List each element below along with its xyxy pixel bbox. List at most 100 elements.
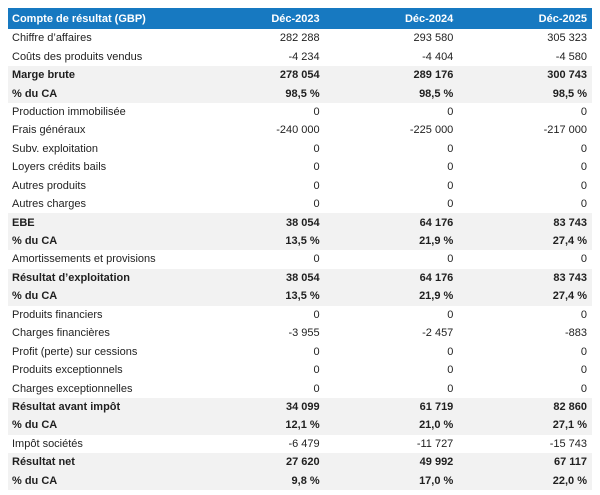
- row-label: Produits exceptionnels: [12, 364, 123, 377]
- row-label: Loyers crédits bails: [12, 161, 107, 174]
- table-header-row: Compte de résultat (GBP) Déc-2023 Déc-20…: [8, 8, 592, 29]
- row-value: 293 580: [413, 32, 454, 45]
- row-value: -4 404: [422, 50, 454, 63]
- row-value: 0: [447, 198, 454, 211]
- row-label: Amortissements et provisions: [12, 253, 156, 266]
- table-row: EBE 38 054 64 176 83 743: [8, 213, 592, 232]
- table-title: Compte de résultat (GBP): [8, 8, 191, 29]
- row-value: 0: [580, 161, 587, 174]
- table-row: Subv. exploitation 0 0 0: [8, 140, 592, 158]
- row-value: 0: [447, 179, 454, 192]
- row-label: % du CA: [12, 87, 58, 100]
- row-value: -4 234: [288, 50, 320, 63]
- row-value: -2 457: [422, 327, 454, 340]
- row-label: Frais généraux: [12, 124, 86, 137]
- table-row: Amortissements et provisions 0 0 0: [8, 250, 592, 268]
- row-value: -4 580: [555, 50, 587, 63]
- row-value: 0: [447, 308, 454, 321]
- row-label: Charges exceptionnelles: [12, 382, 133, 395]
- row-value: 0: [313, 345, 320, 358]
- row-value: -225 000: [409, 124, 454, 137]
- row-value: 98,5 %: [285, 87, 320, 100]
- column-header-dec-2024: Déc-2024: [324, 8, 459, 29]
- row-value: 278 054: [279, 69, 320, 82]
- row-label: Impôt sociétés: [12, 437, 83, 450]
- table-row: Loyers crédits bails 0 0 0: [8, 158, 592, 176]
- row-value: 21,0 %: [419, 419, 454, 432]
- table-row: % du CA 13,5 % 21,9 % 27,4 %: [8, 287, 592, 306]
- row-value: 0: [313, 161, 320, 174]
- row-value: 64 176: [419, 216, 454, 229]
- table-row: % du CA 98,5 % 98,5 % 98,5 %: [8, 84, 592, 103]
- row-value: 98,5 %: [419, 87, 454, 100]
- row-value: 0: [580, 179, 587, 192]
- table-row: Coûts des produits vendus -4 234 -4 404 -4 …: [8, 47, 592, 65]
- row-value: 0: [447, 253, 454, 266]
- row-label: Résultat d’exploitation: [12, 271, 130, 284]
- row-value: 0: [580, 198, 587, 211]
- row-value: 0: [313, 308, 320, 321]
- row-value: 0: [447, 382, 454, 395]
- row-value: 13,5 %: [285, 235, 320, 248]
- row-value: 27,1 %: [552, 419, 587, 432]
- table-row: % du CA 9,8 % 17,0 % 22,0 %: [8, 471, 592, 490]
- row-label: Autres produits: [12, 179, 86, 192]
- row-value: 0: [447, 105, 454, 118]
- row-value: 0: [580, 345, 587, 358]
- table-row: Frais généraux -240 000 -225 000 -217 000: [8, 121, 592, 139]
- row-value: 21,9 %: [419, 235, 454, 248]
- row-value: 0: [313, 105, 320, 118]
- table-row: Autres produits 0 0 0: [8, 177, 592, 195]
- row-value: 0: [313, 364, 320, 377]
- row-value: 27 620: [286, 456, 320, 469]
- row-value: 0: [447, 142, 454, 155]
- row-value: 0: [580, 142, 587, 155]
- table-row: Chiffre d’affaires 282 288 293 580 305 323: [8, 29, 592, 47]
- row-value: 289 176: [413, 69, 454, 82]
- row-label: Production immobilisée: [12, 105, 126, 118]
- row-value: 17,0 %: [419, 474, 454, 487]
- row-value: 38 054: [286, 271, 320, 284]
- row-label: EBE: [12, 216, 35, 229]
- row-label: % du CA: [12, 419, 58, 432]
- table-row: Marge brute 278 054 289 176 300 743: [8, 65, 592, 85]
- row-value: 82 860: [553, 400, 587, 413]
- row-value: 0: [447, 345, 454, 358]
- row-label: Résultat avant impôt: [12, 400, 121, 413]
- row-label: % du CA: [12, 290, 58, 303]
- row-value: -883: [564, 327, 587, 340]
- row-value: 0: [580, 382, 587, 395]
- row-value: -11 727: [416, 437, 454, 450]
- row-label: % du CA: [12, 474, 58, 487]
- row-value: 0: [313, 382, 320, 395]
- row-value: 27,4 %: [552, 290, 587, 303]
- table-row: Production immobilisée 0 0 0: [8, 103, 592, 121]
- row-value: 300 743: [547, 69, 587, 82]
- row-label: Produits financiers: [12, 308, 103, 321]
- row-value: 0: [313, 198, 320, 211]
- row-label: Résultat net: [12, 456, 75, 469]
- row-value: 9,8 %: [291, 474, 320, 487]
- row-value: 27,4 %: [552, 235, 587, 248]
- row-value: 64 176: [419, 271, 454, 284]
- row-label: Charges financières: [12, 327, 110, 340]
- table-row: Produits financiers 0 0 0: [8, 306, 592, 324]
- row-label: % du CA: [12, 235, 58, 248]
- row-value: 83 743: [553, 271, 587, 284]
- column-header-dec-2023: Déc-2023: [191, 8, 325, 29]
- row-label: Profit (perte) sur cessions: [12, 345, 138, 358]
- row-value: 0: [447, 364, 454, 377]
- row-label: Marge brute: [12, 69, 75, 82]
- row-value: 0: [313, 179, 320, 192]
- table-row: Produits exceptionnels 0 0 0: [8, 361, 592, 379]
- row-label: Subv. exploitation: [12, 142, 99, 155]
- row-value: 305 323: [547, 32, 587, 45]
- row-value: -217 000: [543, 124, 587, 137]
- row-value: 0: [313, 253, 320, 266]
- row-value: 21,9 %: [419, 290, 454, 303]
- row-value: -240 000: [276, 124, 320, 137]
- table-row: Résultat avant impôt 34 099 61 719 82 860: [8, 397, 592, 417]
- row-label: Coûts des produits vendus: [12, 50, 143, 63]
- table-row: Résultat net 27 620 49 992 67 117: [8, 453, 592, 472]
- table-body: Chiffre d’affaires 282 288 293 580 305 323 C…: [8, 29, 592, 490]
